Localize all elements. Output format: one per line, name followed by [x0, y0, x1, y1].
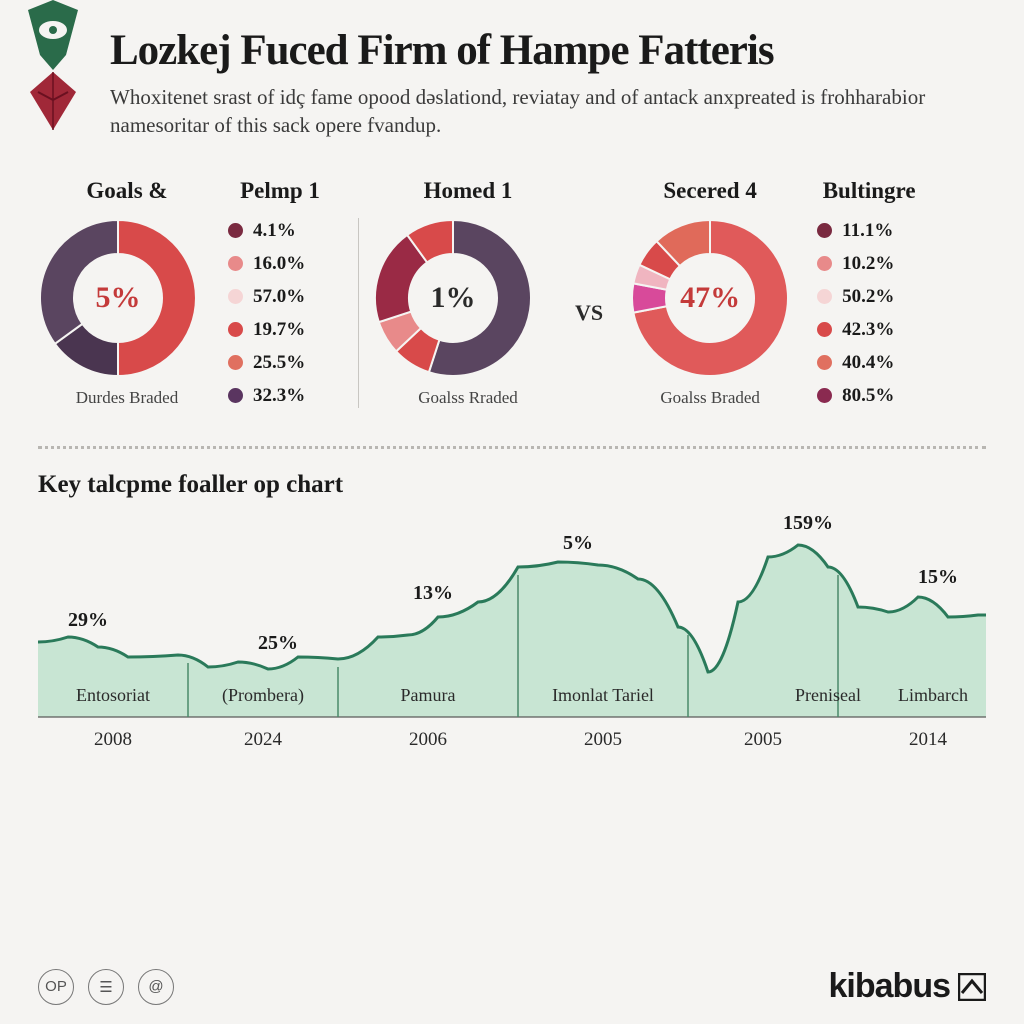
donut-3-center: 47% — [630, 218, 790, 378]
donut-2-center: 1% — [373, 218, 533, 378]
col-title-2: Pelmp 1 — [216, 178, 344, 204]
brand-mark-icon — [958, 973, 986, 1001]
donut-1-caption: Durdes Braded — [38, 388, 216, 408]
area-x-tick: 2005 — [744, 729, 782, 751]
legend-label: 11.1% — [842, 220, 893, 242]
legend-label: 32.3% — [253, 385, 305, 407]
area-segment-label: Preniseal — [795, 685, 861, 706]
area-segment-label: Entosoriat — [76, 685, 150, 706]
legend-1: 4.1% 16.0% 57.0% 19.7% 25.5% 32.3% — [216, 218, 344, 407]
legend-dot-icon — [228, 256, 243, 271]
area-segment-label: Limbarch — [898, 685, 968, 706]
area-x-tick: 2014 — [909, 729, 947, 751]
page-subtitle: Whoxitenet srast of idç fame opood dəsla… — [110, 83, 984, 140]
area-segment-label: (Prombera) — [222, 685, 304, 706]
legend-item: 57.0% — [228, 286, 344, 308]
col-title-4: Secered 4 — [615, 178, 805, 204]
legend-label: 80.5% — [842, 385, 894, 407]
legend-2: 11.1% 10.2% 50.2% 42.3% 40.4% 80.5% — [805, 218, 933, 407]
donut-col-3: Secered 4 47% Goalss Braded — [615, 178, 805, 408]
legend-item: 19.7% — [228, 319, 344, 341]
legend-col-1: Pelmp 1 4.1% 16.0% 57.0% 19.7% 25.5% 32.3% — [216, 178, 344, 418]
legend-dot-icon — [817, 223, 832, 238]
legend-dot-icon — [228, 223, 243, 238]
area-point-label: 159% — [783, 512, 833, 535]
footer-icon[interactable]: ☰ — [88, 969, 124, 1005]
legend-label: 25.5% — [253, 352, 305, 374]
legend-label: 4.1% — [253, 220, 296, 242]
legend-item: 42.3% — [817, 319, 933, 341]
legend-dot-icon — [817, 322, 832, 337]
donut-2: 1% — [373, 218, 533, 378]
col-title-1: Goals & — [38, 178, 216, 204]
area-x-tick: 2008 — [94, 729, 132, 751]
legend-dot-icon — [228, 355, 243, 370]
area-point-label: 15% — [918, 566, 958, 589]
area-point-label: 25% — [258, 632, 298, 655]
donut-2-caption: Goalss Rraded — [373, 388, 563, 408]
logo-icon — [18, 0, 88, 140]
legend-dot-icon — [228, 388, 243, 403]
legend-item: 16.0% — [228, 253, 344, 275]
area-title: Key talcpme foaller op chart — [38, 471, 986, 499]
legend-item: 32.3% — [228, 385, 344, 407]
legend-label: 16.0% — [253, 253, 305, 275]
donut-col-2: Homed 1 1% Goalss Rraded — [373, 178, 563, 408]
legend-col-2: Bultingre 11.1% 10.2% 50.2% 42.3% 40.4% 80.5% — [805, 178, 933, 418]
area-point-label: 13% — [413, 582, 453, 605]
legend-item: 4.1% — [228, 220, 344, 242]
donuts-row: Goals & 5% Durdes Braded Pelmp 1 4.1% 16.… — [0, 158, 1024, 436]
legend-dot-icon — [228, 322, 243, 337]
area-point-label: 29% — [68, 609, 108, 632]
donut-col-1: Goals & 5% Durdes Braded — [38, 178, 216, 408]
legend-dot-icon — [817, 355, 832, 370]
col-title-3: Homed 1 — [373, 178, 563, 204]
area-x-tick: 2006 — [409, 729, 447, 751]
legend-dot-icon — [817, 256, 832, 271]
legend-label: 19.7% — [253, 319, 305, 341]
footer-icon[interactable]: @ — [138, 969, 174, 1005]
donut-3: 47% — [630, 218, 790, 378]
col-title-5: Bultingre — [805, 178, 933, 204]
legend-item: 50.2% — [817, 286, 933, 308]
footer-icons: OP ☰ @ — [38, 969, 174, 1005]
area-section: Key talcpme foaller op chart 29% 25% 13% 5%… — [0, 449, 1024, 757]
area-segment-label: Pamura — [401, 685, 456, 706]
legend-item: 10.2% — [817, 253, 933, 275]
donut-1-center: 5% — [38, 218, 198, 378]
legend-label: 42.3% — [842, 319, 894, 341]
footer: OP ☰ @ kibabus — [0, 967, 1024, 1006]
page-title: Lozkej Fuced Firm of Hampe Fatteris — [110, 28, 984, 73]
area-segment-label: Imonlat Tariel — [552, 685, 654, 706]
brand-text: kibabus — [829, 967, 950, 1006]
area-x-tick: 2024 — [244, 729, 282, 751]
legend-item: 25.5% — [228, 352, 344, 374]
donut-1: 5% — [38, 218, 198, 378]
legend-dot-icon — [817, 388, 832, 403]
legend-item: 11.1% — [817, 220, 933, 242]
divider — [358, 218, 359, 408]
header: Lozkej Fuced Firm of Hampe Fatteris Whox… — [0, 0, 1024, 158]
legend-label: 50.2% — [842, 286, 894, 308]
legend-label: 57.0% — [253, 286, 305, 308]
legend-dot-icon — [228, 289, 243, 304]
brand-logo: kibabus — [829, 967, 986, 1006]
legend-item: 80.5% — [817, 385, 933, 407]
donut-3-caption: Goalss Braded — [615, 388, 805, 408]
legend-dot-icon — [817, 289, 832, 304]
legend-item: 40.4% — [817, 352, 933, 374]
area-point-label: 5% — [563, 532, 593, 555]
area-x-tick: 2005 — [584, 729, 622, 751]
area-chart: 29% 25% 13% 5% 159% 15% Entosoriat (Prombera) Pa… — [38, 507, 986, 757]
footer-icon[interactable]: OP — [38, 969, 74, 1005]
vs-label: VS — [563, 300, 615, 326]
legend-label: 40.4% — [842, 352, 894, 374]
legend-label: 10.2% — [842, 253, 894, 275]
